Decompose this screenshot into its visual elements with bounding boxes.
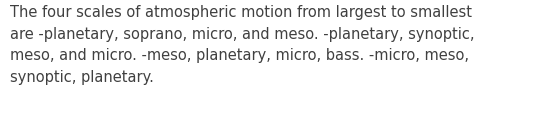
Text: The four scales of atmospheric motion from largest to smallest
are -planetary, s: The four scales of atmospheric motion fr… bbox=[10, 5, 474, 85]
